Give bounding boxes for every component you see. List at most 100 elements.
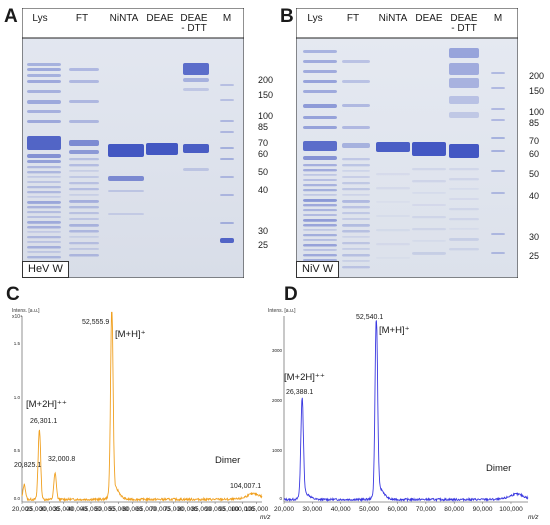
mw-label-60: 60 <box>258 149 269 159</box>
gel-band <box>69 212 99 215</box>
gel-band <box>449 96 479 104</box>
gel-band <box>27 154 61 158</box>
gel-band <box>220 99 234 101</box>
gel-band <box>303 199 337 202</box>
gel-band <box>412 216 446 219</box>
gel-band <box>342 242 370 245</box>
y-axis-unit: Intens. [a.u.] <box>268 308 296 314</box>
gel-band <box>303 90 337 93</box>
gel-band <box>303 174 337 176</box>
gel-band <box>303 169 337 172</box>
mw-label-150: 150 <box>258 90 274 100</box>
y-axis-exponent: x10⁴ <box>12 314 23 320</box>
gel-band <box>491 87 505 89</box>
gel-band <box>108 213 144 215</box>
gel-band <box>342 104 370 107</box>
gel-band <box>108 190 144 192</box>
gel-band <box>449 208 479 211</box>
gel-band <box>69 248 99 250</box>
peak-label-20825: 20,825.1 <box>14 462 42 469</box>
peak-label-52555: 52,555.9 <box>82 319 110 326</box>
gel-band <box>27 216 61 218</box>
gel-band <box>303 219 337 222</box>
gel-band <box>303 204 337 207</box>
gel-band <box>303 234 337 237</box>
gel-band <box>303 209 337 212</box>
gel-band <box>183 168 209 171</box>
peak-label-52540: 52,540.1 <box>356 314 384 321</box>
gel-band <box>412 240 446 242</box>
lane-label-deae-dtt: DEAE - DTT <box>180 13 208 34</box>
gel-band <box>449 248 479 251</box>
gel-band <box>69 236 99 238</box>
mw-label-40: 40 <box>529 191 540 201</box>
gel-band <box>342 206 370 209</box>
mw-label-100: 100 <box>258 111 274 121</box>
gel-band <box>69 224 99 227</box>
x-tick-label: 70,000 <box>149 506 170 513</box>
gel-band <box>342 260 370 262</box>
lane-label-deae-dtt: DEAE - DTT <box>450 13 478 34</box>
x-tick-label: 30,000 <box>302 506 323 513</box>
gel-band <box>376 243 410 246</box>
mass-spectrum-niv-w: Intens. [a.u.] 3000 2000 1000 0 52,540.1… <box>268 308 542 524</box>
x-tick-label: 55,000 <box>108 506 129 513</box>
panel-letter-c: C <box>6 284 20 305</box>
x-tick-label: 40,000 <box>330 506 351 513</box>
mw-label-100: 100 <box>529 107 545 117</box>
mw-label-25: 25 <box>258 240 269 250</box>
ion-label-dimer: Dimer <box>486 463 512 474</box>
lane-label-nin-ta: NiNTA <box>378 13 408 24</box>
gel-band <box>27 171 61 174</box>
spectrum-trace <box>283 320 529 503</box>
gel-band <box>303 259 337 262</box>
gel-band <box>27 221 61 224</box>
lane-label-marker: M <box>222 13 232 24</box>
x-tick-label: 20,000 <box>12 506 32 513</box>
gel-band <box>27 201 61 204</box>
ion-label-m-plus-2h: [M+2H]⁺⁺ <box>284 372 325 383</box>
gel-band <box>412 142 446 156</box>
x-tick-label: 35,000 <box>53 506 74 513</box>
lane-label-ft: FT <box>75 13 89 24</box>
y-tick-label: 3000 <box>271 348 282 353</box>
lane-label-deae: DEAE <box>146 13 174 24</box>
gel-band <box>27 196 61 198</box>
gel-band <box>220 84 234 86</box>
gel-band <box>449 144 479 158</box>
x-tick-label: 90,000 <box>472 506 493 513</box>
gel-band <box>491 192 505 194</box>
gel-band <box>69 188 99 191</box>
gel-band <box>449 188 479 190</box>
gel-band <box>376 257 410 259</box>
gel-band <box>342 224 370 227</box>
mw-label-25: 25 <box>529 251 540 261</box>
gel-band <box>303 156 337 160</box>
x-tick-label: 85,000 <box>191 506 212 513</box>
gel-band <box>342 248 370 250</box>
gel-band <box>27 166 61 169</box>
x-tick-label: 40,000 <box>67 506 88 513</box>
gel-band <box>342 194 370 196</box>
gel-band <box>27 181 61 183</box>
gel-band <box>449 112 479 118</box>
ion-label-m-plus-h: [M+H]⁺ <box>115 329 146 340</box>
x-tick-label: 20,000 <box>274 506 294 513</box>
mass-spectrum-hev-w: Intens. [a.u.] x10⁴ 1.5 1.0 0.5 0.0 52,5… <box>8 308 270 524</box>
gel-band <box>27 236 61 239</box>
mw-label-85: 85 <box>529 118 540 128</box>
gel-band <box>449 218 479 221</box>
panel-letter-b: B <box>280 6 294 27</box>
mw-label-50: 50 <box>258 167 269 177</box>
gel-band <box>303 116 337 119</box>
mw-label-70: 70 <box>529 136 540 146</box>
lane-label-lys: Lys <box>307 13 323 24</box>
gel-name-hev-w: HeV W <box>22 261 69 278</box>
gel-band <box>342 212 370 215</box>
gel-band <box>69 158 99 161</box>
x-tick-label: 80,000 <box>177 506 198 513</box>
mw-label-200: 200 <box>258 75 274 85</box>
gel-band <box>342 170 370 172</box>
gel-band <box>303 126 337 129</box>
gel-band <box>27 206 61 209</box>
